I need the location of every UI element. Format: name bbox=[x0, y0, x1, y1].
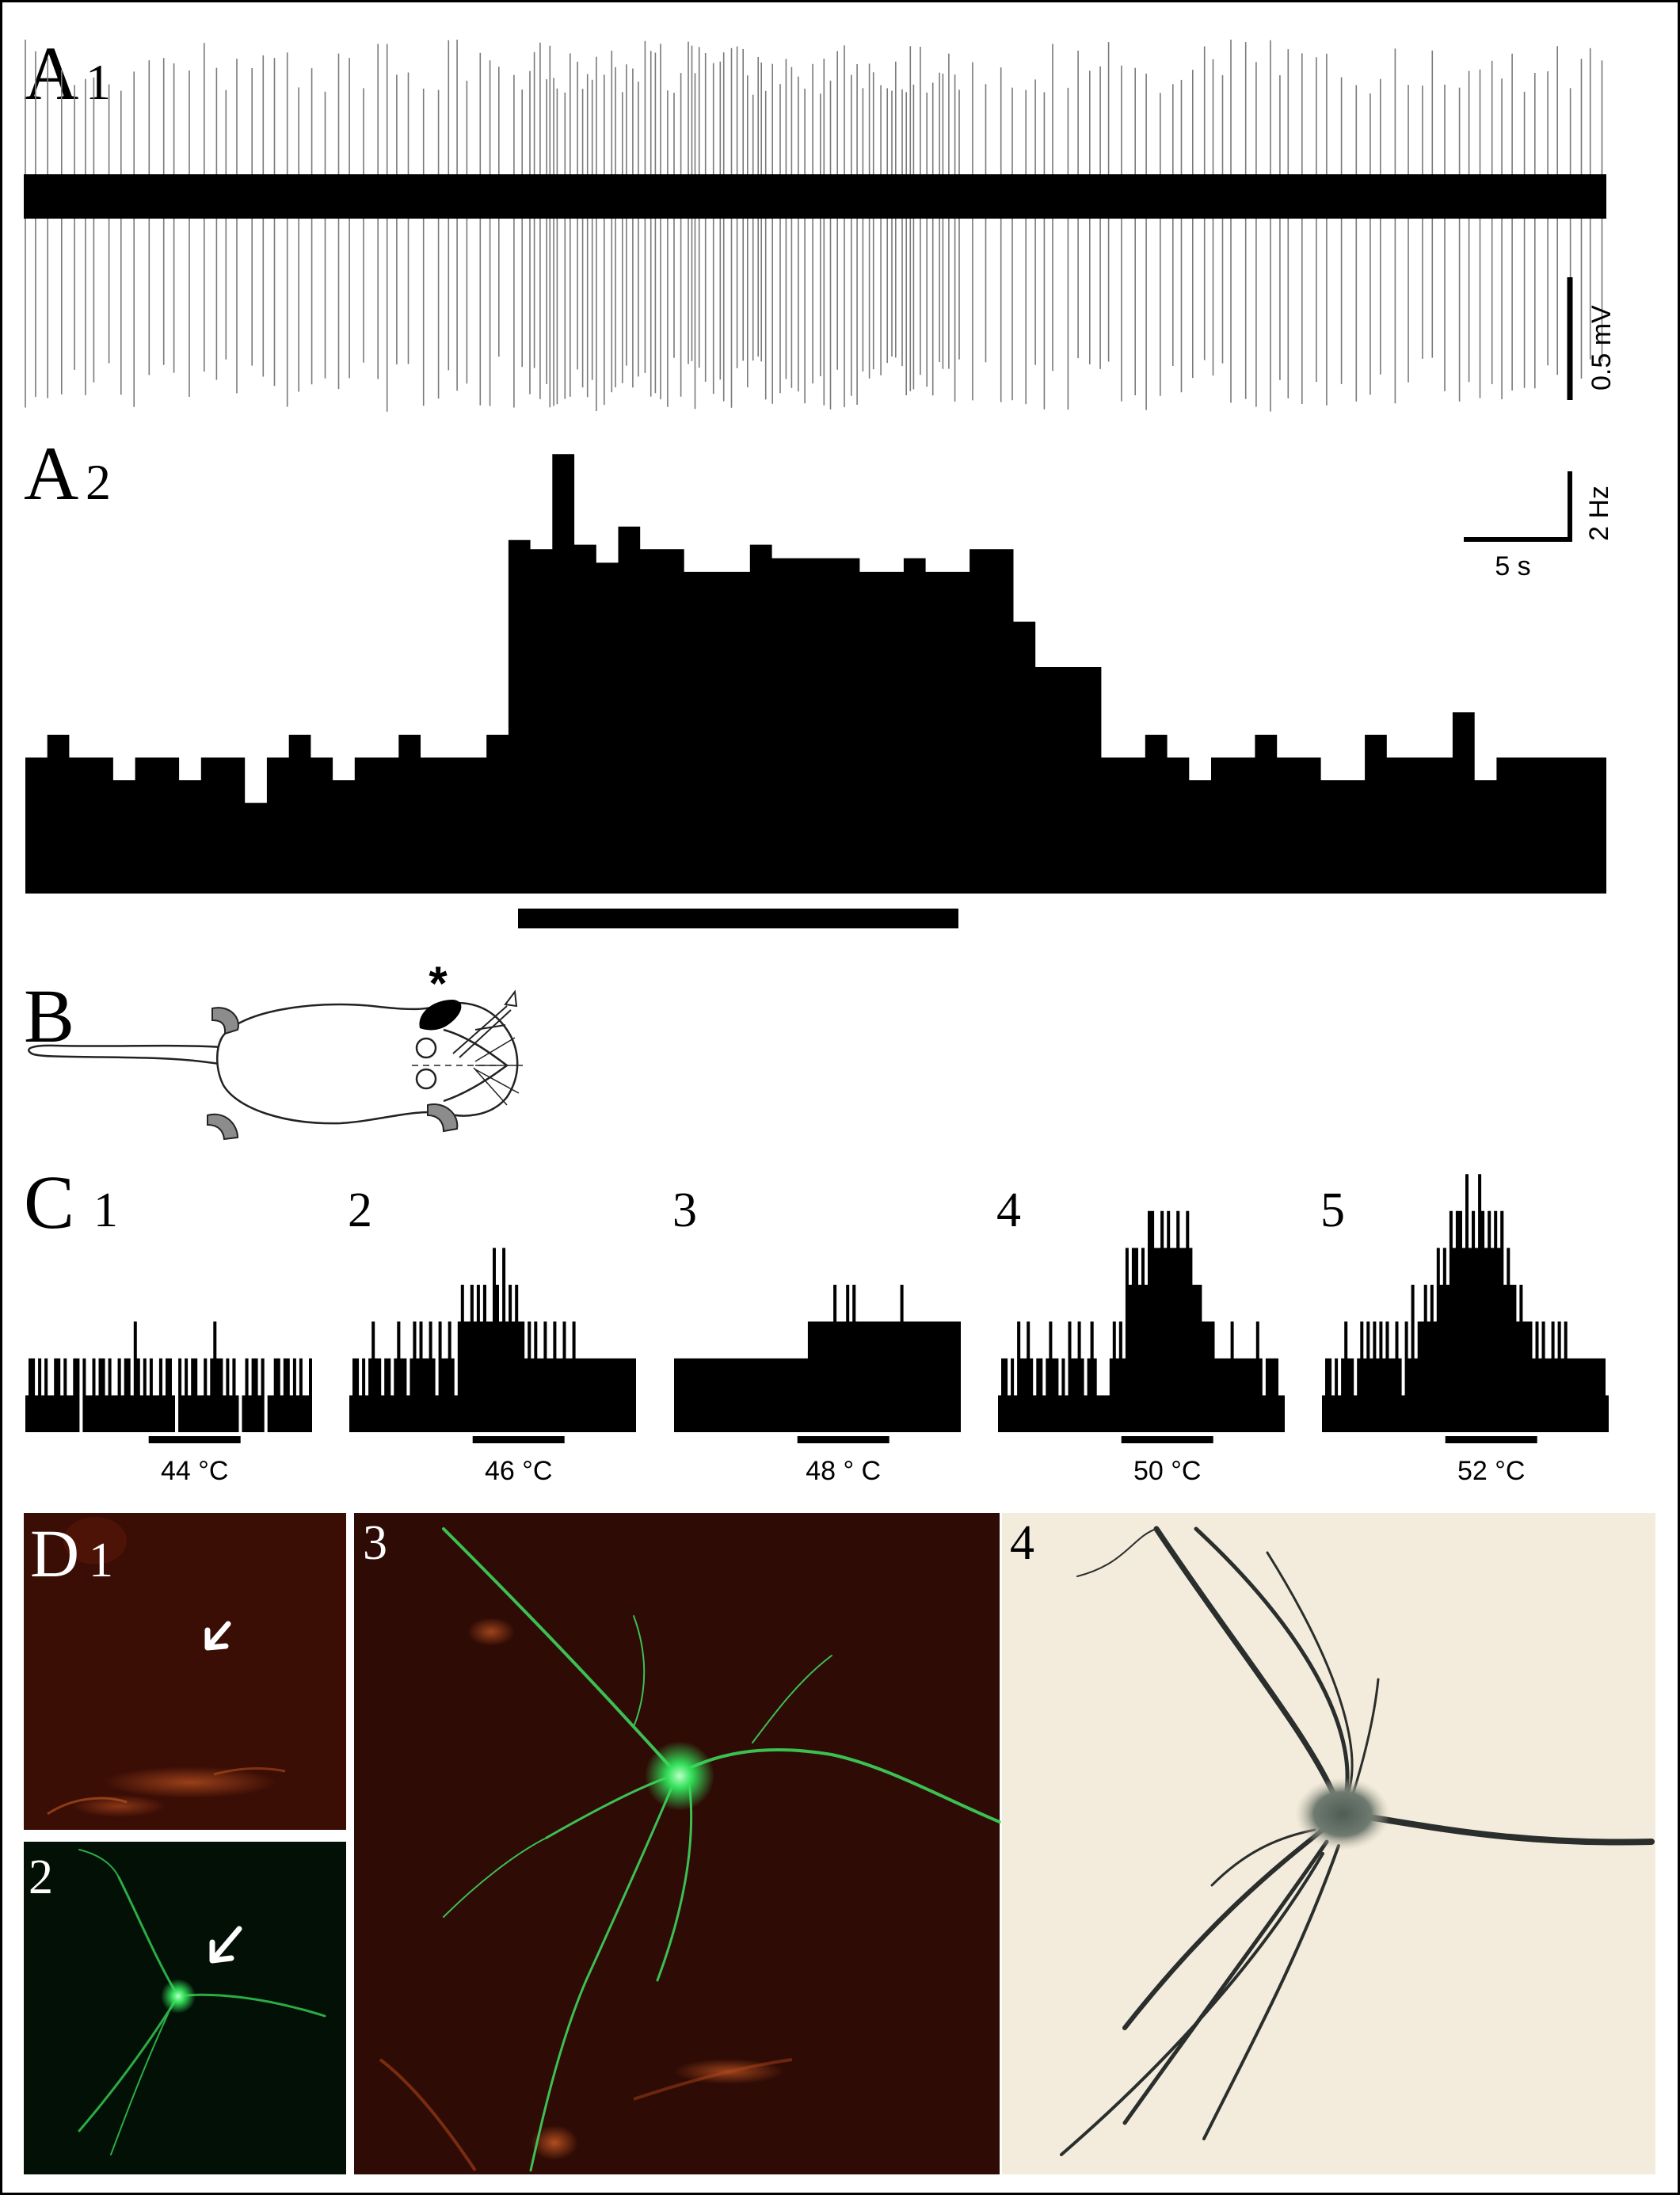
rat-ear-upper bbox=[415, 1037, 437, 1059]
c-panel-4: 4 50 °C bbox=[996, 1183, 1285, 1486]
c-stimulus-label: 46 °C bbox=[485, 1456, 552, 1486]
c-panel-number: 3 bbox=[672, 1183, 697, 1237]
rat-ear-lower bbox=[415, 1068, 437, 1090]
c-panel-number: 4 bbox=[996, 1183, 1021, 1237]
c-stimulus-label: 52 °C bbox=[1457, 1456, 1525, 1486]
c-stimulus-label: 50 °C bbox=[1133, 1456, 1201, 1486]
panel-a2: A 2 2 Hz 5 s bbox=[24, 431, 1614, 928]
c-panel-number: 2 bbox=[348, 1183, 372, 1237]
panel-c-letter: C bbox=[24, 1160, 74, 1244]
c-panel-3: 3 48 ° C bbox=[672, 1183, 961, 1486]
c-panel-1: 1 44 °C bbox=[25, 1183, 312, 1486]
c-stimulus-label: 48 ° C bbox=[806, 1456, 881, 1486]
panel-b-letter: B bbox=[24, 974, 74, 1058]
panel-a1-letter: A bbox=[24, 31, 78, 116]
rat-tail bbox=[28, 1044, 230, 1067]
rat-stimulated-forepaw bbox=[419, 1000, 462, 1031]
micrograph-d3: 3 bbox=[354, 1513, 1001, 2174]
a2-bars-shape bbox=[25, 454, 1606, 894]
panel-d-letter: D bbox=[30, 1515, 79, 1591]
c-bars-shape bbox=[25, 1321, 312, 1432]
d1-arrow-icon bbox=[204, 1621, 231, 1651]
a2-scale-label-rate: 2 Hz bbox=[1584, 486, 1614, 541]
c-stimulus-bar bbox=[1121, 1436, 1213, 1443]
c-stimulus-bar bbox=[797, 1436, 890, 1443]
d4-sub-label: 4 bbox=[1010, 1516, 1034, 1570]
d2-sub-label: 2 bbox=[29, 1850, 53, 1904]
panel-a2-letter: A bbox=[24, 431, 78, 516]
rat-hindpaw-upper bbox=[211, 1007, 239, 1035]
micrograph-d2: 2 bbox=[24, 1842, 346, 2174]
rat-hindpaw-lower bbox=[207, 1113, 239, 1141]
a2-scale-bar bbox=[1464, 471, 1572, 542]
stimulus-site-asterisk: * bbox=[429, 957, 448, 1010]
d2-arrow-icon bbox=[209, 1926, 242, 1964]
c-stimulus-bar bbox=[472, 1436, 565, 1443]
scale-label-voltage: 0.5 mV bbox=[1587, 305, 1617, 391]
c-stimulus-label: 44 °C bbox=[161, 1456, 228, 1486]
c-histograms: 1 44 °C 2 46 °C 3 48 ° C 4 50 °C 5 52 °C bbox=[25, 1174, 1609, 1486]
rat-body bbox=[216, 1001, 519, 1125]
c-panel-2: 2 46 °C bbox=[348, 1183, 636, 1486]
c-bars-shape bbox=[1322, 1174, 1609, 1432]
d1-sub-label: 1 bbox=[89, 1534, 113, 1587]
c-panel-number: 5 bbox=[1320, 1183, 1345, 1237]
panel-b: B * bbox=[24, 957, 523, 1141]
recording-electrode bbox=[452, 989, 518, 1058]
a2-scale-label-time: 5 s bbox=[1495, 551, 1530, 581]
c-panel-number: 1 bbox=[93, 1183, 118, 1237]
rat-schematic bbox=[28, 1001, 523, 1125]
rat-forepaw-lower bbox=[427, 1103, 459, 1133]
panel-a2-number: 2 bbox=[86, 454, 111, 510]
c-bars-shape bbox=[349, 1248, 636, 1432]
d3-sub-label: 3 bbox=[363, 1516, 387, 1570]
panel-c: C 1 44 °C 2 46 °C 3 48 ° C 4 50 °C 5 52 °C bbox=[24, 1160, 1609, 1486]
c-bars-shape bbox=[998, 1210, 1285, 1432]
c-stimulus-bar bbox=[148, 1436, 241, 1443]
rat-whiskers bbox=[473, 1037, 523, 1106]
panel-a1-number: 1 bbox=[86, 54, 111, 110]
c-stimulus-bar bbox=[1445, 1436, 1537, 1443]
a2-histogram bbox=[25, 454, 1606, 894]
a2-stimulus-bar bbox=[518, 909, 958, 928]
micrograph-d1: D 1 bbox=[24, 1513, 346, 1830]
micrograph-d4: 4 bbox=[1002, 1513, 1655, 2174]
panel-d: D 1 2 bbox=[24, 1513, 1655, 2174]
trace-baseline-noise bbox=[24, 174, 1606, 219]
c-bars-shape bbox=[674, 1284, 961, 1432]
c-panel-5: 5 52 °C bbox=[1320, 1174, 1609, 1486]
panel-a1: A 1 0.5 mV bbox=[24, 31, 1617, 412]
